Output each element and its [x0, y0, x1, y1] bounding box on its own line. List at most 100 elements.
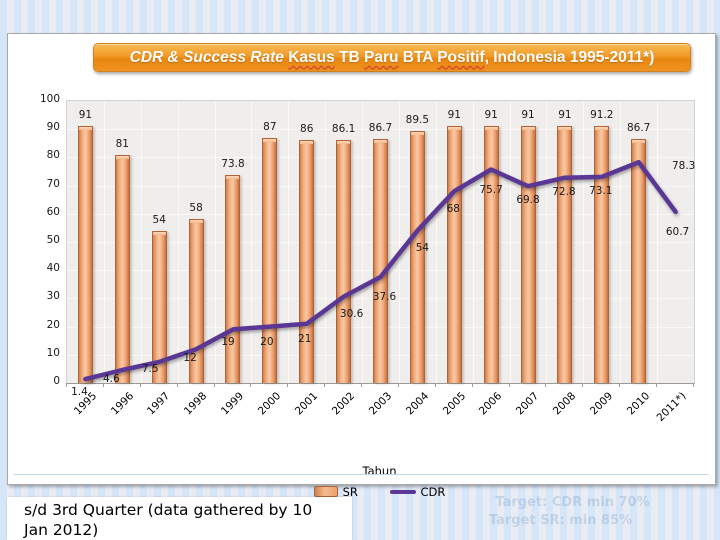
sr-bar-top-highlight	[484, 127, 498, 131]
x-tick-label: 2008	[551, 390, 579, 418]
x-tick-label: 2003	[366, 390, 394, 418]
x-axis-tick	[324, 383, 326, 387]
x-axis-tick	[397, 383, 399, 387]
sr-bar-top-highlight	[263, 138, 277, 142]
cdr-value-label: 78.3	[671, 160, 696, 173]
sr-value-label: 91	[484, 109, 498, 122]
sr-bar-top-highlight	[115, 155, 129, 159]
vertical-gridline	[435, 101, 437, 383]
sr-bar	[373, 138, 388, 383]
x-axis-tick	[656, 383, 658, 387]
cdr-value-label: 20	[260, 335, 274, 348]
x-axis-tick	[619, 383, 621, 387]
sr-bar	[409, 130, 425, 383]
y-tick-label: 90	[46, 121, 60, 134]
cdr-value-label: 21	[298, 332, 312, 345]
vertical-gridline	[325, 101, 327, 383]
x-tick-label: 2007	[514, 390, 542, 418]
target-sr-text: Target SR: min 85%	[488, 513, 633, 528]
gridline	[67, 129, 694, 131]
sr-value-label: 54	[152, 213, 166, 226]
content-panel: CDR & Success Rate Kasus TB Paru BTA Pos…	[7, 33, 716, 499]
sr-bar	[483, 126, 499, 383]
target-cdr-text: Target: CDR min 70%	[495, 495, 650, 510]
sr-value-label: 73.8	[221, 157, 245, 170]
vertical-gridline	[398, 101, 400, 383]
vertical-gridline	[140, 101, 142, 383]
cdr-value-label: 75.7	[479, 183, 503, 196]
sr-bar	[594, 125, 610, 383]
chart: 91 81 54 58 73.8 87 86 86.1 86.7 89.5 91 91 91 91 91.2…	[8, 34, 715, 499]
sr-bar-top-highlight	[189, 220, 203, 224]
vertical-gridline	[177, 101, 179, 383]
sr-value-label: 86.7	[626, 121, 651, 134]
vertical-gridline	[472, 101, 474, 383]
title-segment: BTA	[398, 49, 438, 66]
cdr-value-label: 19	[221, 336, 235, 349]
sr-bar-top-highlight	[595, 126, 609, 130]
x-tick-label: 1997	[145, 390, 173, 418]
vertical-gridline	[620, 101, 622, 383]
x-tick-label: 2011*)	[655, 390, 690, 424]
x-axis-tick	[102, 383, 104, 387]
x-tick-label: 1998	[182, 390, 210, 418]
x-axis-tick	[582, 383, 584, 387]
footnote-box: s/d 3rd Quarter (data gathered by 10 Jan…	[7, 497, 352, 540]
x-tick-label: 2009	[587, 390, 616, 418]
title-segment: Paru	[364, 49, 399, 66]
x-axis-tick	[287, 383, 289, 387]
x-tick-label: 1996	[108, 390, 136, 418]
x-axis-tick	[693, 383, 694, 387]
sr-bar-top-highlight	[337, 141, 351, 145]
x-tick-label: 2006	[477, 390, 505, 418]
cdr-value-label: 1.4	[71, 386, 88, 399]
sr-bar	[520, 126, 536, 383]
sr-value-label: 91.2	[590, 108, 614, 121]
sr-bar-top-highlight	[226, 175, 240, 179]
y-tick-label: 70	[46, 177, 60, 190]
cdr-value-label: 12	[183, 352, 197, 365]
y-tick-label: 10	[46, 346, 60, 359]
footnote-text: s/d 3rd Quarter (data gathered by 10 Jan…	[24, 501, 313, 539]
sr-value-label: 91	[521, 109, 535, 122]
vertical-gridline	[103, 101, 105, 383]
cdr-value-label: 68	[446, 203, 460, 216]
target-watermark: Target: CDR min 70% Target SR: min 85%	[425, 495, 720, 528]
cdr-line-swatch-icon	[389, 490, 416, 494]
cdr-value-label: 37.6	[372, 290, 397, 303]
sr-bar	[77, 126, 93, 383]
title-segment: CDR & Success Rate	[129, 49, 289, 66]
sr-bar-top-highlight	[78, 127, 92, 131]
sr-bar-top-highlight	[447, 127, 461, 131]
y-tick-label: 0	[53, 375, 60, 387]
x-tick-label: 2002	[329, 390, 358, 418]
x-axis-tick	[361, 383, 363, 387]
y-tick-label: 80	[46, 149, 60, 162]
vertical-gridline	[583, 101, 585, 383]
x-tick-label: 1999	[219, 390, 247, 418]
sr-value-label: 87	[263, 120, 277, 133]
vertical-gridline	[288, 101, 290, 383]
sr-bar-top-highlight	[152, 231, 166, 235]
sr-value-label: 86.1	[331, 123, 356, 136]
vertical-gridline	[251, 101, 253, 383]
y-tick-label: 100	[39, 93, 60, 105]
x-axis-tick	[250, 383, 252, 387]
sr-value-label: 91	[558, 109, 572, 122]
sr-bar-top-highlight	[410, 131, 424, 135]
sr-bar	[114, 154, 130, 383]
sr-value-label: 89.5	[405, 113, 430, 126]
y-tick-label: 50	[46, 234, 60, 246]
sr-bar-top-highlight	[300, 141, 314, 145]
cdr-value-label: 54	[415, 241, 430, 254]
y-tick-label: 30	[46, 290, 60, 303]
x-tick-label: 2000	[255, 390, 284, 418]
x-axis-title: Tahun	[362, 464, 397, 478]
vertical-gridline	[546, 101, 548, 383]
title-segment: Kasus	[288, 49, 335, 66]
cdr-value-label: 4.6	[102, 373, 120, 386]
sr-bar	[151, 230, 167, 383]
vertical-gridline	[362, 101, 364, 383]
x-tick-label: 2004	[403, 390, 431, 418]
